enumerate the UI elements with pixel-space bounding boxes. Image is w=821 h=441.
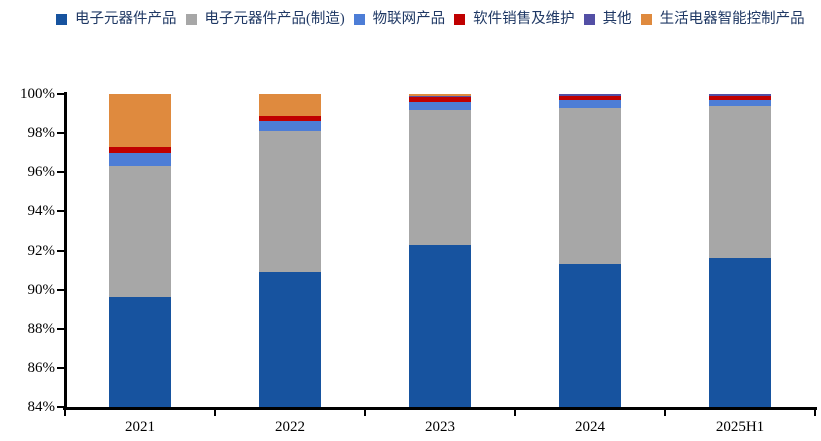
legend-swatch-icon	[640, 13, 652, 25]
bar-segment-2023-series3	[409, 96, 471, 102]
bar-segment-2023-series5	[409, 94, 471, 96]
y-axis-line	[64, 92, 67, 409]
chart-legend: 电子元器件产品 电子元器件产品(制造) 物联网产品 软件销售及维护 其他 生活电器智能控制…	[56, 9, 811, 29]
bar-segment-2021-series1	[109, 166, 171, 298]
legend-swatch-icon	[185, 13, 197, 25]
bar-segment-2023-series1	[409, 109, 471, 245]
bar-segment-2022-series0	[259, 272, 321, 407]
bar-segment-2022-series1	[259, 131, 321, 272]
x-axis-tick	[214, 409, 216, 416]
bar-segment-2024-series1	[559, 107, 621, 265]
y-axis-tick-label: 86%	[27, 359, 56, 376]
x-axis-tick	[664, 409, 666, 416]
y-axis-tick	[57, 210, 65, 213]
legend-item-0: 电子元器件产品	[56, 10, 177, 28]
y-axis-tick	[57, 132, 65, 135]
y-axis-tick	[57, 171, 65, 174]
y-axis-tick-label: 84%	[27, 399, 56, 415]
bar-segment-2025H1-series4	[709, 94, 771, 96]
x-axis-tick	[364, 409, 366, 416]
y-axis-tick-label: 90%	[27, 281, 56, 298]
legend-item-1: 电子元器件产品(制造)	[185, 10, 345, 28]
bar-segment-2025H1-series0	[709, 258, 771, 407]
y-axis-tick	[57, 93, 65, 95]
bar-segment-2024-series0	[559, 264, 621, 407]
bar-segment-2022-series5	[259, 94, 321, 116]
bar-segment-2021-series2	[109, 152, 171, 167]
legend-swatch-icon	[56, 13, 67, 25]
y-axis-tick	[57, 366, 65, 369]
bar-segment-2022-series3	[259, 115, 321, 122]
bar-segment-2025H1-series1	[709, 105, 771, 259]
legend-label: 电子元器件产品(制造)	[204, 11, 345, 27]
bar-segment-2024-series3	[559, 95, 621, 100]
bar-segment-2021-series5	[109, 94, 171, 147]
x-axis-category-label: 2023	[425, 419, 455, 435]
bar-segment-2024-series4	[559, 94, 621, 96]
y-axis-tick-label: 92%	[27, 242, 56, 259]
legend-item-2: 物联网产品	[353, 10, 446, 28]
y-axis-tick-label: 100%	[20, 86, 55, 102]
bar-segment-2022-series2	[259, 121, 321, 132]
legend-label: 生活电器智能控制产品	[659, 11, 805, 27]
x-axis-tick	[64, 409, 66, 416]
y-axis-tick-label: 88%	[27, 320, 56, 337]
legend-swatch-icon	[583, 13, 595, 25]
legend-swatch-icon	[353, 13, 365, 25]
x-axis-category-label: 2022	[275, 419, 305, 435]
y-axis-tick-label: 98%	[27, 125, 56, 142]
x-axis-category-label: 2021	[125, 419, 155, 435]
x-axis-category-label: 2024	[575, 419, 605, 435]
x-axis-category-label: 2025H1	[715, 419, 765, 435]
legend-label: 其他	[602, 11, 632, 27]
y-axis-tick	[57, 288, 65, 291]
y-axis-tick-label: 96%	[27, 164, 56, 181]
y-axis-tick	[57, 406, 65, 408]
y-axis-tick	[57, 249, 65, 252]
bar-segment-2021-series0	[109, 297, 171, 407]
legend-item-5: 生活电器智能控制产品	[640, 10, 805, 28]
legend-item-3: 软件销售及维护	[454, 10, 575, 28]
legend-label: 电子元器件产品	[75, 11, 177, 27]
legend-label: 物联网产品	[372, 11, 446, 27]
bar-segment-2021-series3	[109, 146, 171, 153]
bar-segment-2023-series2	[409, 101, 471, 110]
y-axis-tick-label: 94%	[27, 203, 56, 220]
x-axis-tick	[814, 409, 816, 416]
bar-segment-2023-series4	[409, 95, 471, 97]
bar-segment-2025H1-series2	[709, 99, 771, 106]
legend-item-4: 其他	[583, 10, 632, 28]
x-axis-tick	[514, 409, 516, 416]
bar-segment-2025H1-series3	[709, 95, 771, 100]
legend-swatch-icon	[454, 13, 466, 25]
x-axis-line	[63, 407, 817, 410]
bar-segment-2023-series0	[409, 244, 471, 407]
y-axis-tick	[57, 327, 65, 330]
legend-label: 软件销售及维护	[473, 11, 575, 27]
bar-segment-2024-series2	[559, 99, 621, 108]
